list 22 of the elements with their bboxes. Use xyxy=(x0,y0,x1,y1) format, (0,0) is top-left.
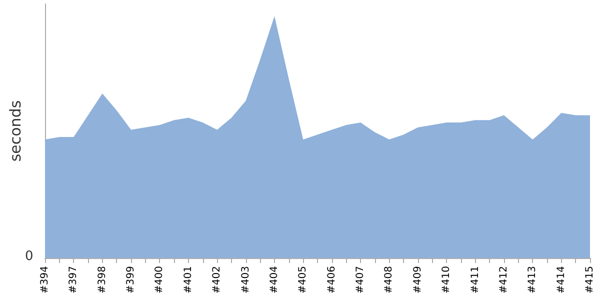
x-tick-label: #407 xyxy=(355,266,366,294)
x-tick-label: #414 xyxy=(556,266,567,294)
x-tick-label: #409 xyxy=(412,266,424,294)
x-tick-label: #412 xyxy=(498,266,510,294)
x-tick-label: #406 xyxy=(326,266,338,294)
x-tick-label: #402 xyxy=(212,266,223,294)
x-tick-label: #394 xyxy=(40,266,50,294)
x-tick-label: #413 xyxy=(527,266,538,294)
x-tick-label: #410 xyxy=(441,266,452,294)
x-tick-label: #398 xyxy=(96,266,108,294)
x-tick-label: #408 xyxy=(384,266,395,294)
x-tick-label: #404 xyxy=(268,266,280,294)
x-tick-label: #411 xyxy=(470,266,481,294)
x-tick-label: #401 xyxy=(182,266,194,294)
x-tick-label: #415 xyxy=(584,266,596,294)
y-axis-title: seconds xyxy=(6,100,24,162)
x-tick-label: #403 xyxy=(240,266,252,294)
x-tick-label: #397 xyxy=(68,266,80,294)
x-tick-label: #400 xyxy=(154,266,166,294)
x-tick-label: #405 xyxy=(298,266,309,294)
x-tick-label: #399 xyxy=(126,266,137,294)
text: 0 xyxy=(25,249,34,264)
